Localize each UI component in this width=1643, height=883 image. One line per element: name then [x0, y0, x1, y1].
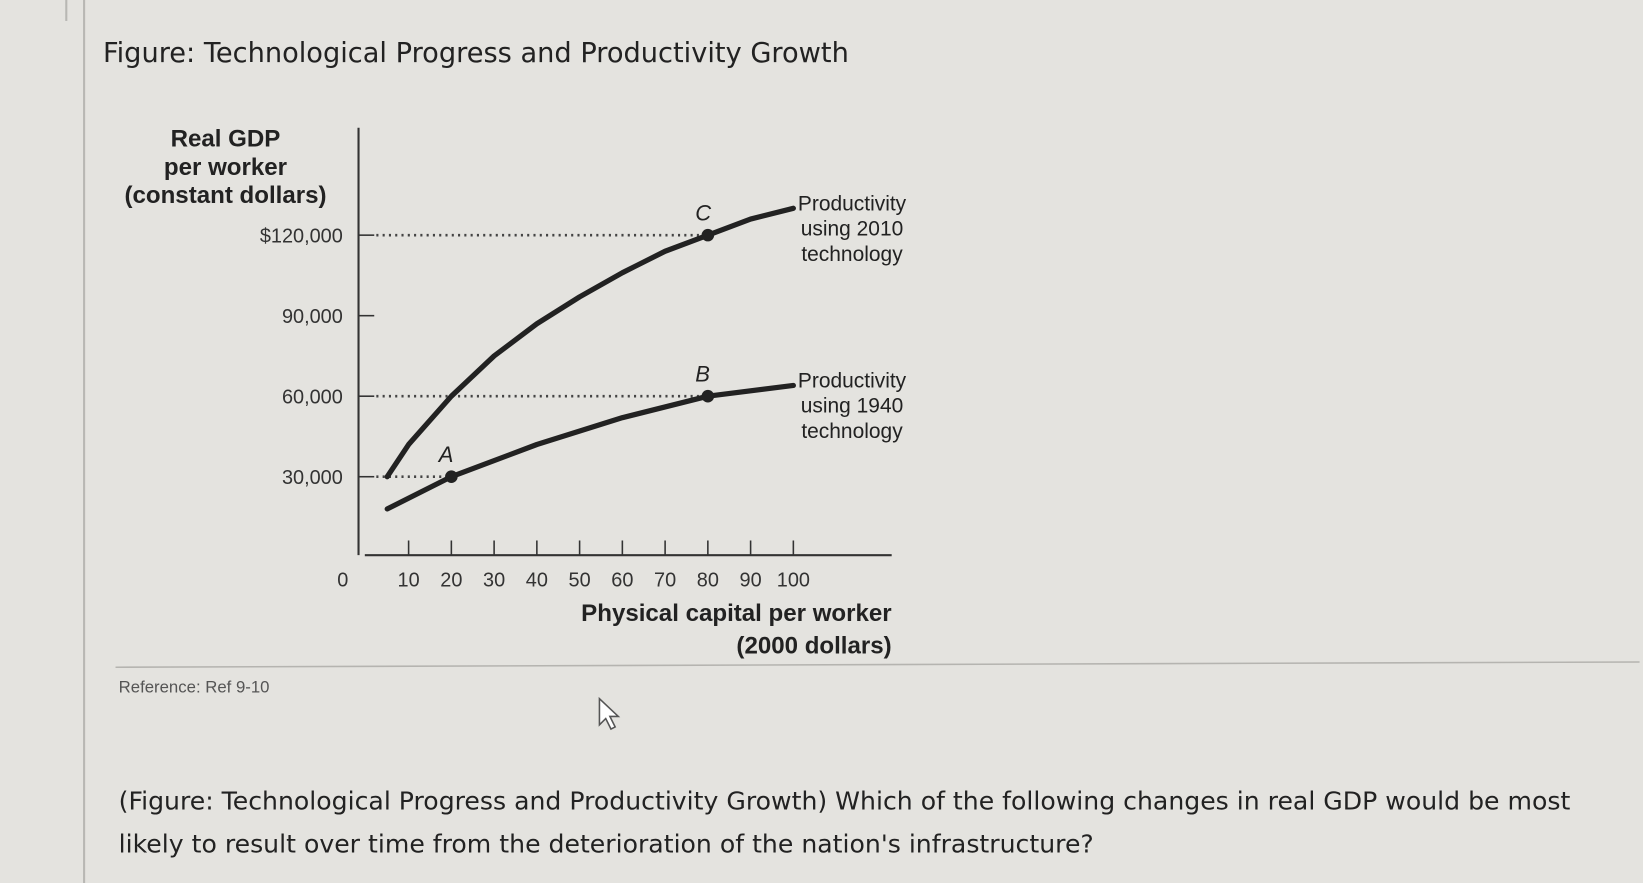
mouse-cursor: [598, 696, 621, 731]
x-tick-label: 20: [440, 570, 462, 592]
series-label: Productivity using 2010 technology: [797, 192, 907, 266]
series-line: [384, 205, 796, 480]
series-label: Productivity using 1940 technology: [797, 369, 907, 444]
point: [701, 389, 715, 403]
figure-title: Figure: Technological Progress and Produ…: [103, 38, 849, 69]
series-line: [384, 382, 796, 512]
y-tick-label: 90,000: [282, 306, 343, 328]
y-axis-label: Real GDP: [171, 126, 281, 153]
x-tick-label: 60: [611, 570, 633, 592]
point-label: B: [695, 362, 710, 387]
series-label-box: Productivity using 1940 technology: [797, 369, 907, 444]
x-tick-label: 70: [654, 570, 676, 592]
y-axis-label: (constant dollars): [124, 182, 326, 209]
x-axis-label: Physical capital per worker: [581, 600, 892, 627]
question-box: (Figure: Technological Progress and Prod…: [118, 786, 1571, 859]
y-tick-label: 60,000: [282, 387, 343, 409]
divider: [115, 661, 1640, 669]
x-tick-label: 80: [697, 570, 719, 592]
y-tick-label: $120,000: [260, 225, 343, 247]
chart: 30,000 60,000 90,000 $120,000 0 10 20 30 40 50 60 7…: [124, 126, 907, 660]
x-tick-label: 30: [483, 570, 505, 592]
x-tick-label: 100: [777, 570, 810, 592]
x-tick-label: 50: [569, 570, 591, 592]
y-axis-label: per worker: [164, 154, 287, 181]
y-tick-label: 30,000: [282, 467, 343, 489]
point-label: C: [695, 200, 711, 225]
x-tick-label: 90: [740, 570, 762, 592]
series-label-box: Productivity using 2010 technology: [797, 192, 907, 266]
point-label: A: [437, 442, 454, 467]
x-tick-label: 0: [337, 570, 348, 592]
question: (Figure: Technological Progress and Prod…: [118, 786, 1571, 859]
point: [701, 228, 715, 242]
reference: Reference: Ref 9-10: [119, 677, 270, 696]
point: [445, 470, 458, 484]
x-tick-label: 40: [526, 570, 548, 592]
x-tick-label: 10: [398, 570, 420, 592]
x-axis-label: (2000 dollars): [736, 633, 891, 660]
